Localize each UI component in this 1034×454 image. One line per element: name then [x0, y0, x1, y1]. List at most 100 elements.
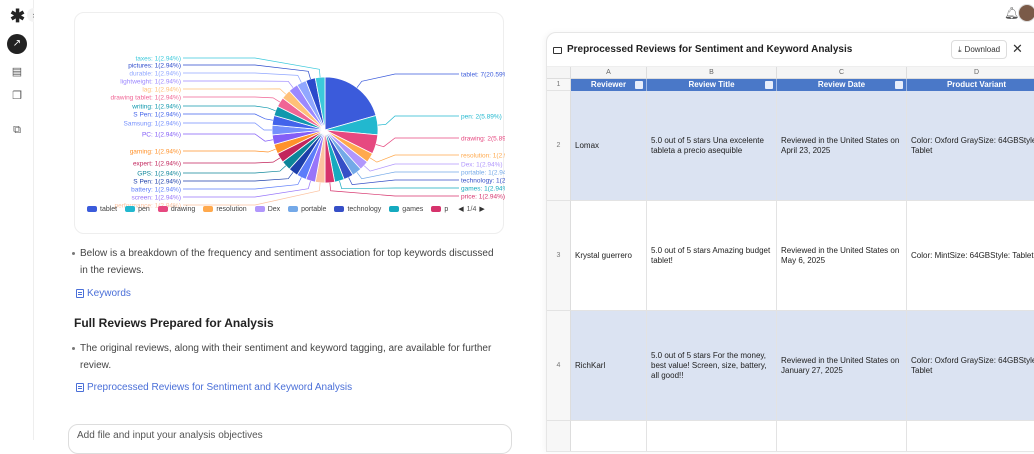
- header-cell-reviewer[interactable]: Reviewer: [571, 79, 647, 91]
- legend-swatch: [125, 206, 136, 212]
- column-header-b[interactable]: B: [647, 67, 777, 79]
- table-cell[interactable]: 5.0 out of 5 stars Una excelente tableta…: [647, 91, 777, 201]
- pie-leader-line: [183, 148, 276, 153]
- table-cell[interactable]: Lomax: [571, 91, 647, 201]
- download-button[interactable]: ⤓ Download: [951, 40, 1008, 59]
- app-logo[interactable]: ✱: [10, 6, 26, 26]
- header-label: Product Variant: [946, 80, 1007, 89]
- pie-slice-label: screen: 1(2.94%): [132, 195, 182, 202]
- legend-label: resolution: [216, 205, 247, 213]
- pie-leader-line: [356, 171, 459, 180]
- legend-swatch: [431, 206, 442, 212]
- legend-next-icon[interactable]: ▶: [479, 206, 485, 213]
- corner-cell: [547, 67, 571, 79]
- chart-icon[interactable]: ↗: [7, 34, 27, 54]
- table-cell[interactable]: [571, 421, 647, 451]
- column-header-d[interactable]: D: [907, 67, 1034, 79]
- table-cell[interactable]: Reviewed in the United States on April 2…: [777, 91, 907, 201]
- pie-slice-label: writing: 1(2.94%): [131, 104, 181, 111]
- legend-item[interactable]: technology: [334, 206, 381, 213]
- pie-leader-line: [183, 122, 272, 131]
- copy-icon[interactable]: ❐: [12, 90, 22, 102]
- filter-icon[interactable]: [765, 81, 773, 89]
- table-cell[interactable]: Reviewed in the United States on May 6, …: [777, 201, 907, 311]
- legend-label: drawing: [170, 205, 196, 213]
- legend-prev-icon[interactable]: ◀: [458, 206, 464, 213]
- table-cell[interactable]: [907, 421, 1034, 451]
- top-right-controls: 🔔︎: [974, 0, 1034, 28]
- legend-label: games: [402, 205, 424, 213]
- table-cell[interactable]: Color: Oxford GraySize: 64GBStyle: Table…: [907, 91, 1034, 201]
- panel-header: Preprocessed Reviews for Sentiment and K…: [547, 33, 1034, 67]
- pie-leader-line: [183, 96, 281, 103]
- table-cell[interactable]: Krystal guerrero: [571, 201, 647, 311]
- table-cell[interactable]: Reviewed in the United States on January…: [777, 311, 907, 421]
- left-rail: ✱ › ↗ ▤ ❐ ⧉: [0, 0, 41, 440]
- document-icon: [76, 289, 84, 298]
- pie-slice-label: S Pen: 1(2.94%): [133, 112, 181, 119]
- preprocessed-reviews-link[interactable]: Preprocessed Reviews for Sentiment and K…: [76, 382, 352, 393]
- pie-leader-line: [339, 180, 459, 190]
- table-cell[interactable]: RichKarl: [571, 311, 647, 421]
- legend-swatch: [203, 206, 214, 212]
- keywords-link[interactable]: Keywords: [76, 288, 131, 299]
- pie-slice-label: tablet: 7(20.59%): [461, 72, 505, 79]
- header-cell-review-title[interactable]: Review Title: [647, 79, 777, 91]
- row-number[interactable]: 2: [547, 91, 571, 201]
- legend-swatch: [288, 206, 299, 212]
- legend-item[interactable]: portable: [288, 206, 326, 213]
- close-icon[interactable]: ✕: [1012, 41, 1023, 56]
- pie-slice-label: Samsung: 1(2.94%): [124, 121, 181, 128]
- pie-slice-label: resolution: 1(2.94%): [461, 153, 505, 160]
- column-header-a[interactable]: A: [571, 67, 647, 79]
- analysis-input[interactable]: Add file and input your analysis objecti…: [68, 424, 512, 454]
- table-cell[interactable]: [647, 421, 777, 451]
- table-cell[interactable]: 5.0 out of 5 stars For the money, best v…: [647, 311, 777, 421]
- legend-item[interactable]: tablet: [87, 206, 117, 213]
- download-icon: ⤓: [958, 45, 962, 54]
- header-cell-review-date[interactable]: Review Date: [777, 79, 907, 91]
- filter-icon[interactable]: [895, 81, 903, 89]
- legend-item[interactable]: drawing: [157, 205, 196, 213]
- panel-title: Preprocessed Reviews for Sentiment and K…: [567, 44, 853, 55]
- pie-slice-label: GPS: 1(2.94%): [137, 171, 181, 178]
- pie-leader-line: [369, 154, 459, 163]
- pie-leader-line: [356, 73, 459, 88]
- table-cell[interactable]: Color: MintSize: 64GBStyle: Tablet: [907, 201, 1034, 311]
- pie-slice-label: expert: 1(2.94%): [133, 161, 181, 168]
- legend-item[interactable]: p: [431, 206, 448, 213]
- row-number[interactable]: [547, 421, 571, 451]
- pie-leader-line: [183, 105, 276, 112]
- analysis-input-placeholder: Add file and input your analysis objecti…: [77, 430, 263, 441]
- header-label: Review Date: [817, 80, 866, 89]
- download-label: Download: [964, 45, 1001, 54]
- sheet-icon: [553, 47, 562, 54]
- row-number[interactable]: 1: [547, 79, 571, 91]
- layers-icon[interactable]: ⧉: [13, 124, 21, 136]
- filter-icon[interactable]: [635, 81, 643, 89]
- pie-slice-label: lightweight: 1(2.94%): [120, 79, 181, 86]
- row-number[interactable]: 4: [547, 311, 571, 421]
- pie-leader-line: [329, 182, 459, 197]
- table-cell[interactable]: Color: Oxford GraySize: 64GBStyle: Table…: [907, 311, 1034, 421]
- table-cell[interactable]: [777, 421, 907, 451]
- avatar[interactable]: [1018, 4, 1034, 22]
- legend-item[interactable]: Dex: [254, 205, 281, 213]
- pie-leader-line: [183, 72, 302, 83]
- pie-slice-label: gaming: 1(2.94%): [130, 149, 181, 156]
- pie-slice-label: technology: 1(2.94%): [461, 178, 505, 185]
- legend-label: technology: [347, 205, 382, 213]
- legend-label: Dex: [267, 205, 281, 213]
- row-number[interactable]: 3: [547, 201, 571, 311]
- pie-leader-line: [183, 180, 311, 198]
- clipboard-icon[interactable]: ▤: [11, 66, 23, 78]
- table-cell[interactable]: 5.0 out of 5 stars Amazing budget tablet…: [647, 201, 777, 311]
- legend-item[interactable]: pen: [125, 206, 150, 213]
- column-header-c[interactable]: C: [777, 67, 907, 79]
- legend-item[interactable]: resolution: [203, 205, 247, 213]
- header-cell-product-variant[interactable]: Product Variant: [907, 79, 1034, 91]
- pie-slice-label: drawing: 2(5.89%): [461, 136, 505, 143]
- pie-slice-label: taxes: 1(2.94%): [135, 56, 181, 63]
- notification-bell-icon[interactable]: 🔔︎: [1004, 6, 1020, 20]
- legend-item[interactable]: games: [389, 206, 423, 213]
